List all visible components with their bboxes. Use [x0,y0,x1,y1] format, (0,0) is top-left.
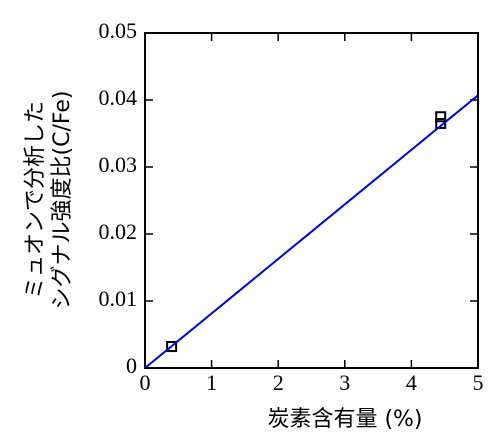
x-tick-label: 1 [206,370,217,395]
data-point [435,111,447,123]
y-tick-label: 0.04 [99,85,138,110]
x-tick-label: 2 [273,370,284,395]
y-tick-label: 0.03 [99,152,138,177]
x-tick-label: 3 [339,370,350,395]
y-tick-label: 0.02 [99,219,138,244]
x-tick-label: 0 [140,370,151,395]
data-point [166,341,178,353]
y-axis-label: シグナル強度比(C/Fe) [50,91,75,310]
y-axis-label: ミュオンで分析した [23,101,48,299]
x-axis-label: 炭素含有量 (%) [267,407,422,432]
y-tick-label: 0 [126,353,137,378]
y-tick-label: 0.05 [99,18,138,43]
fit-line [144,94,479,369]
x-tick-label: 4 [406,370,417,395]
plot-frame [144,32,479,369]
x-tick-label: 5 [473,370,484,395]
y-tick-label: 0.01 [99,286,138,311]
